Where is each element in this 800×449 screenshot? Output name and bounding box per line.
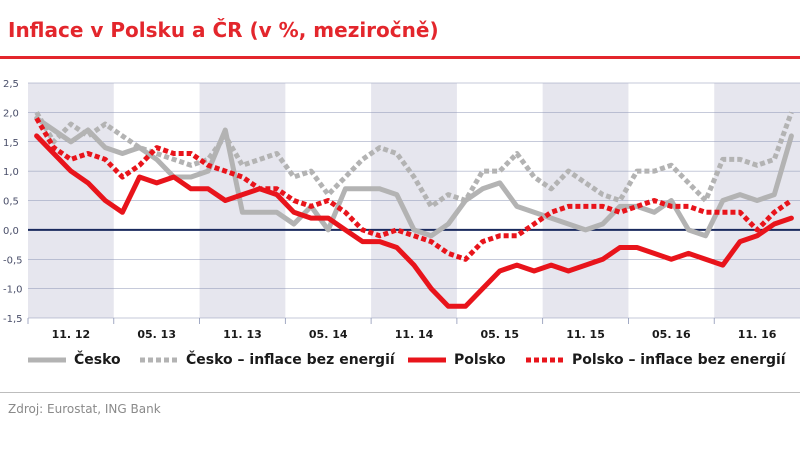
x-tick-label-6: 11. 15	[566, 328, 605, 341]
legend-label-cesko-bez-energii: Česko – inflace bez energií	[186, 352, 395, 368]
title-underline	[0, 56, 800, 59]
y-tick-label-8: -1,5	[3, 314, 23, 325]
legend: Česko Česko – inflace bez energií Polsko…	[28, 352, 798, 378]
legend-label-polsko-bez-energii: Polsko – inflace bez energií	[572, 352, 786, 368]
legend-swatch-cesko	[28, 357, 66, 363]
series-line-3	[34, 117, 793, 262]
y-tick-label-6: -0,5	[3, 255, 23, 266]
y-tick-label-5: 0,0	[3, 226, 19, 237]
legend-item-polsko: Polsko	[408, 352, 506, 368]
y-tick-label-4: 0,5	[3, 197, 19, 208]
x-tick-label-0: 11. 12	[52, 328, 91, 341]
y-tick-label-2: 1,5	[3, 138, 19, 149]
legend-item-cesko-bez-energii: Česko – inflace bez energií	[140, 352, 395, 368]
series-line-1	[34, 111, 794, 209]
legend-swatch-polsko	[408, 357, 446, 363]
chart-title: Inflace v Polsku a ČR (v %, meziročně)	[8, 18, 439, 42]
y-tick-label-3: 1,0	[3, 167, 19, 178]
y-tick-label-0: 2,5	[3, 79, 19, 90]
footer-divider	[0, 392, 800, 393]
source-note: Zdroj: Eurostat, ING Bank	[8, 402, 161, 416]
x-tick-label-7: 05. 16	[652, 328, 691, 341]
series-lines	[34, 111, 794, 309]
legend-item-polsko-bez-energii: Polsko – inflace bez energií	[526, 352, 786, 368]
x-axis-ticks: 11. 12 05. 13 11. 13 05. 14 11. 14 05. 15 11. …	[27, 318, 777, 341]
y-axis-ticks: 2,5 2,0 1,5 1,0 0,5 0,0 -0,5 -1,0 -1,5	[3, 79, 23, 325]
x-tick-label-8: 11. 16	[738, 328, 777, 341]
x-tick-label-5: 05. 15	[480, 328, 519, 341]
legend-swatch-cesko-bez-energii	[140, 357, 178, 363]
y-tick-label-7: -1,0	[3, 285, 23, 296]
x-tick-label-1: 05. 13	[137, 328, 176, 341]
x-tick-label-4: 11. 14	[395, 328, 434, 341]
legend-swatch-polsko-bez-energii	[526, 357, 564, 363]
series-line-0	[34, 115, 794, 239]
legend-label-polsko: Polsko	[454, 352, 506, 368]
x-tick-label-2: 11. 13	[223, 328, 262, 341]
x-tick-label-3: 05. 14	[309, 328, 348, 341]
series-line-2	[34, 133, 794, 309]
y-tick-label-1: 2,0	[3, 108, 19, 119]
line-chart: 2,5 2,0 1,5 1,0 0,5 0,0 -0,5 -1,0 -1,5 11. 12 05.…	[3, 79, 800, 341]
legend-label-cesko: Česko	[74, 352, 121, 368]
legend-item-cesko: Česko	[28, 352, 121, 368]
